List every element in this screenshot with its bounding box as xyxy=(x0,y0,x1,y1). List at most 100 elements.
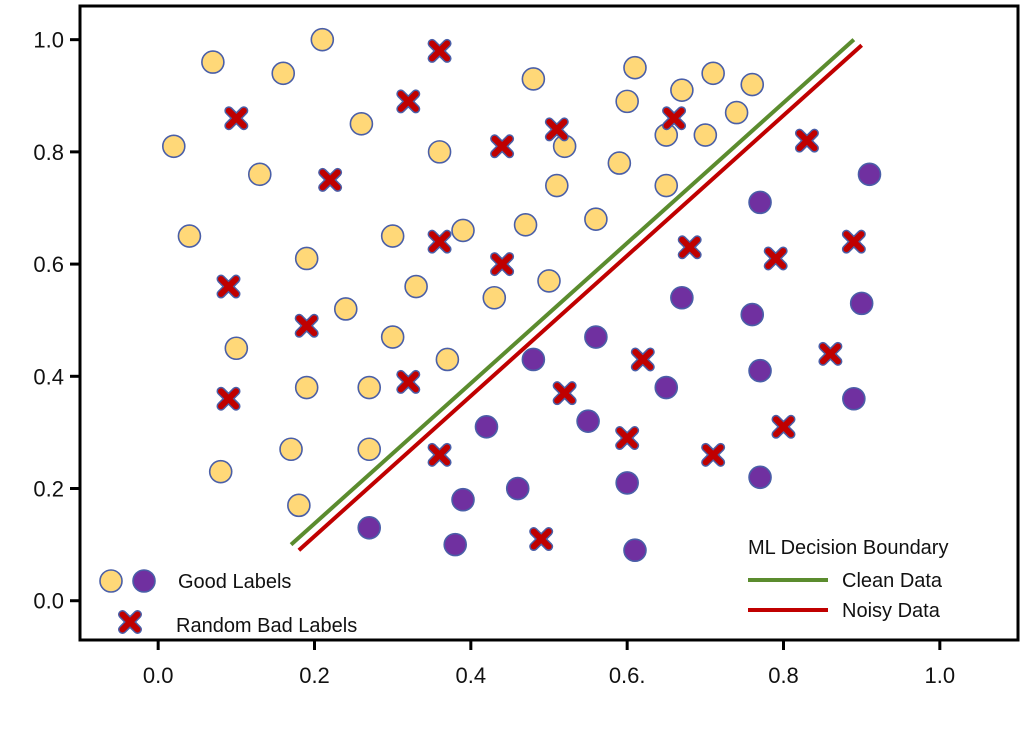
bad-label-cross xyxy=(701,442,726,467)
x-tick-label: 0.6. xyxy=(609,663,646,688)
x-axis: 0.0 0.2 0.4 0.6. 0.8 1.0 xyxy=(143,640,955,688)
yellow-point xyxy=(357,375,382,400)
y-tick-label: 1.0 xyxy=(33,28,64,53)
purple-point xyxy=(505,476,530,501)
x-tick-label: 0.0 xyxy=(143,663,174,688)
legend-boundary: ML Decision Boundary Clean Data Noisy Da… xyxy=(748,537,948,622)
purple-point xyxy=(584,325,608,349)
x-tick-label: 1.0 xyxy=(925,663,956,688)
bad-label-cross xyxy=(544,117,569,142)
legend-purple-circle xyxy=(132,569,156,593)
purple-point xyxy=(623,538,647,563)
yellow-point xyxy=(333,297,358,321)
yellow-point xyxy=(607,151,632,175)
bad-label-cross xyxy=(216,274,241,299)
yellow-point xyxy=(177,224,202,248)
decision-boundaries xyxy=(289,38,864,552)
yellow-point xyxy=(357,437,382,462)
bad-label-cross xyxy=(396,89,421,114)
y-tick-label: 0.6 xyxy=(33,252,64,277)
bad-label-cross xyxy=(490,134,515,159)
purple-point xyxy=(451,487,475,512)
bad-label-cross xyxy=(529,527,554,552)
yellow-point xyxy=(247,162,272,187)
yellow-point xyxy=(294,246,319,271)
yellow-point xyxy=(208,459,233,484)
bad-label-cross xyxy=(818,341,843,366)
yellow-point xyxy=(310,27,335,52)
legend-labels: Good Labels Random Bad Labels xyxy=(99,569,357,637)
purple-point xyxy=(670,285,694,310)
yellow-point xyxy=(654,173,679,198)
purple-point xyxy=(748,465,772,490)
bad-label-cross xyxy=(763,246,788,271)
clean-data-boundary-line xyxy=(289,38,856,547)
noisy-data-boundary-line xyxy=(297,43,864,552)
bad-label-cross xyxy=(662,106,687,131)
bad-label-cross xyxy=(552,381,577,406)
yellow-point xyxy=(294,375,319,400)
legend-bad-labels: Random Bad Labels xyxy=(176,615,357,637)
yellow-point xyxy=(224,336,249,361)
yellow-point xyxy=(451,218,475,243)
purple-point xyxy=(357,515,382,540)
purple-point xyxy=(474,414,499,439)
purple-point xyxy=(842,386,866,411)
legend-clean-label: Clean Data xyxy=(842,570,943,592)
x-tick-label: 0.4 xyxy=(456,663,487,688)
bad-label-cross xyxy=(771,414,796,439)
yellow-point xyxy=(521,67,546,91)
bad-label-cross xyxy=(794,128,819,153)
yellow-point xyxy=(349,112,374,136)
yellow-point xyxy=(740,72,765,97)
purple-point xyxy=(748,190,772,215)
yellow-point xyxy=(380,325,405,349)
bad-label-cross xyxy=(427,442,452,467)
yellow-point xyxy=(435,347,460,372)
purple-point xyxy=(654,375,679,400)
x-tick-label: 0.2 xyxy=(299,663,330,688)
y-tick-label: 0.0 xyxy=(33,589,64,614)
legend-noisy-label: Noisy Data xyxy=(842,600,941,622)
bad-label-cross xyxy=(318,167,343,192)
purple-point xyxy=(857,162,882,187)
yellow-point xyxy=(380,224,405,248)
bad-label-cross xyxy=(396,369,421,394)
yellow-point xyxy=(271,61,296,86)
yellow-point xyxy=(670,78,694,102)
yellow-point xyxy=(623,55,647,80)
bad-label-cross xyxy=(677,235,702,260)
legend-good-labels: Good Labels xyxy=(178,571,291,593)
bad-label-cross xyxy=(427,229,452,254)
yellow-point xyxy=(584,207,608,232)
yellow-point xyxy=(537,269,561,293)
purple-point xyxy=(576,409,600,433)
legend-good-labels-markers xyxy=(99,569,156,593)
bad-label-cross xyxy=(427,38,452,63)
purple-point xyxy=(443,532,468,557)
yellow-point xyxy=(162,134,186,159)
purple-point xyxy=(740,302,765,327)
y-tick-label: 0.4 xyxy=(33,364,64,389)
legend-yellow-circle xyxy=(99,569,123,593)
bad-label-cross xyxy=(841,229,866,254)
legend-cross xyxy=(118,610,142,634)
yellow-point xyxy=(693,123,718,147)
yellow-point xyxy=(201,50,225,74)
yellow-point xyxy=(427,140,452,164)
data-points xyxy=(162,27,882,563)
legend-boundary-title: ML Decision Boundary xyxy=(748,537,948,559)
yellow-point xyxy=(482,285,507,310)
y-tick-label: 0.8 xyxy=(33,140,64,165)
y-tick-label: 0.2 xyxy=(33,477,64,502)
legend-bad-labels-marker xyxy=(118,610,142,634)
bad-label-cross xyxy=(630,347,655,372)
purple-point xyxy=(748,358,772,383)
yellow-point xyxy=(404,274,428,299)
bad-label-cross xyxy=(490,252,515,277)
purple-point xyxy=(849,291,874,316)
purple-point xyxy=(521,347,546,372)
bad-label-cross xyxy=(224,106,249,131)
yellow-point xyxy=(615,89,639,114)
